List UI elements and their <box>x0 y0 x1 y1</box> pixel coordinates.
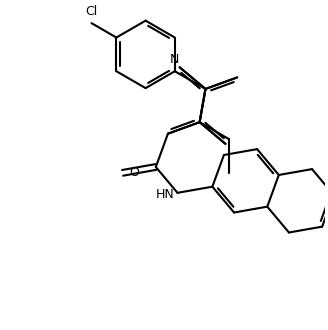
Text: N: N <box>170 53 179 66</box>
Text: Cl: Cl <box>85 5 98 18</box>
Text: HN: HN <box>155 188 174 201</box>
Text: O: O <box>129 166 139 179</box>
